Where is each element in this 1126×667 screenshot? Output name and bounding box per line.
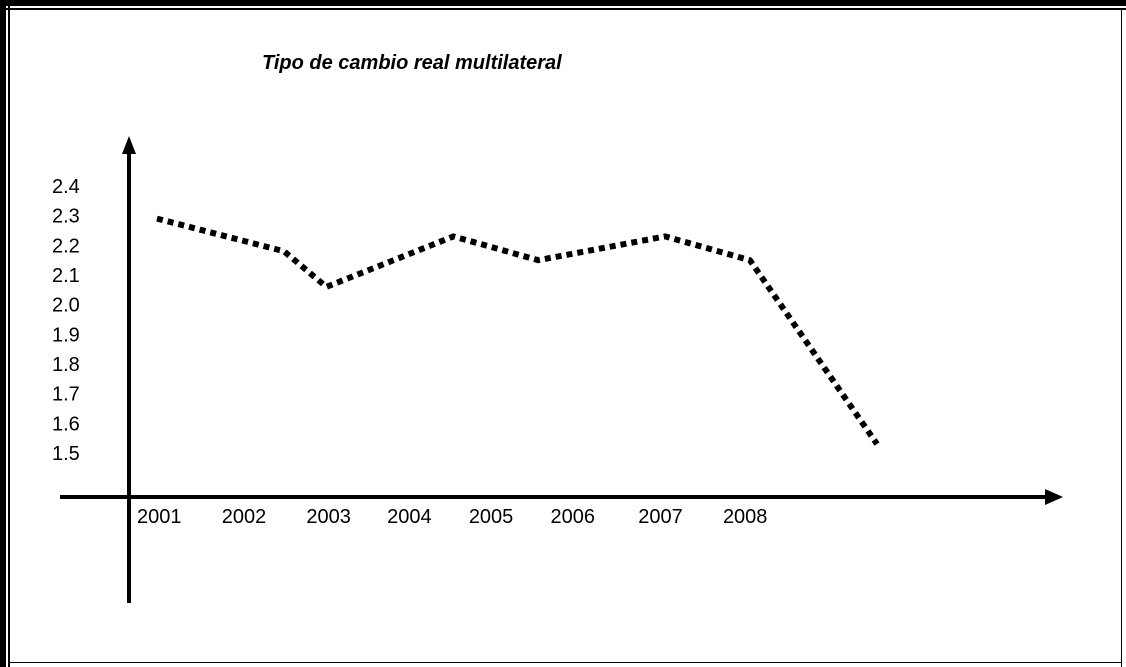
y-axis-tick-labels: 2.4 2.3 2.2 2.1 2.0 1.9 1.8 1.7 1.6 1.5 (52, 176, 80, 465)
x-tick-label: 2001 (137, 506, 182, 528)
y-tick-label: 2.1 (52, 265, 80, 287)
x-axis-arrowhead (1045, 489, 1063, 505)
chart-axes (60, 136, 1063, 603)
y-tick-label: 1.7 (52, 384, 80, 406)
y-tick-label: 1.9 (52, 324, 80, 346)
x-tick-label: 2005 (469, 506, 513, 528)
y-tick-label: 2.2 (52, 235, 80, 257)
y-tick-label: 2.3 (52, 206, 80, 228)
y-tick-label: 1.6 (52, 413, 80, 435)
y-tick-label: 1.8 (52, 354, 80, 376)
series-line (156, 215, 880, 446)
series-layer (156, 215, 880, 446)
x-axis-tick-labels: 2001 2002 2003 2004 2005 2006 2007 2008 (137, 506, 767, 528)
y-tick-label: 1.5 (52, 443, 80, 465)
y-tick-label: 2.4 (52, 176, 80, 198)
x-tick-label: 2002 (222, 506, 266, 528)
x-tick-label: 2004 (387, 506, 432, 528)
x-tick-label: 2006 (551, 506, 596, 528)
x-tick-label: 2007 (638, 506, 683, 528)
y-tick-label: 2.0 (52, 295, 80, 317)
x-tick-label: 2003 (306, 506, 351, 528)
y-axis-arrowhead (122, 136, 136, 154)
x-tick-label: 2008 (723, 506, 768, 528)
chart-title: Tipo de cambio real multilateral (262, 52, 562, 74)
